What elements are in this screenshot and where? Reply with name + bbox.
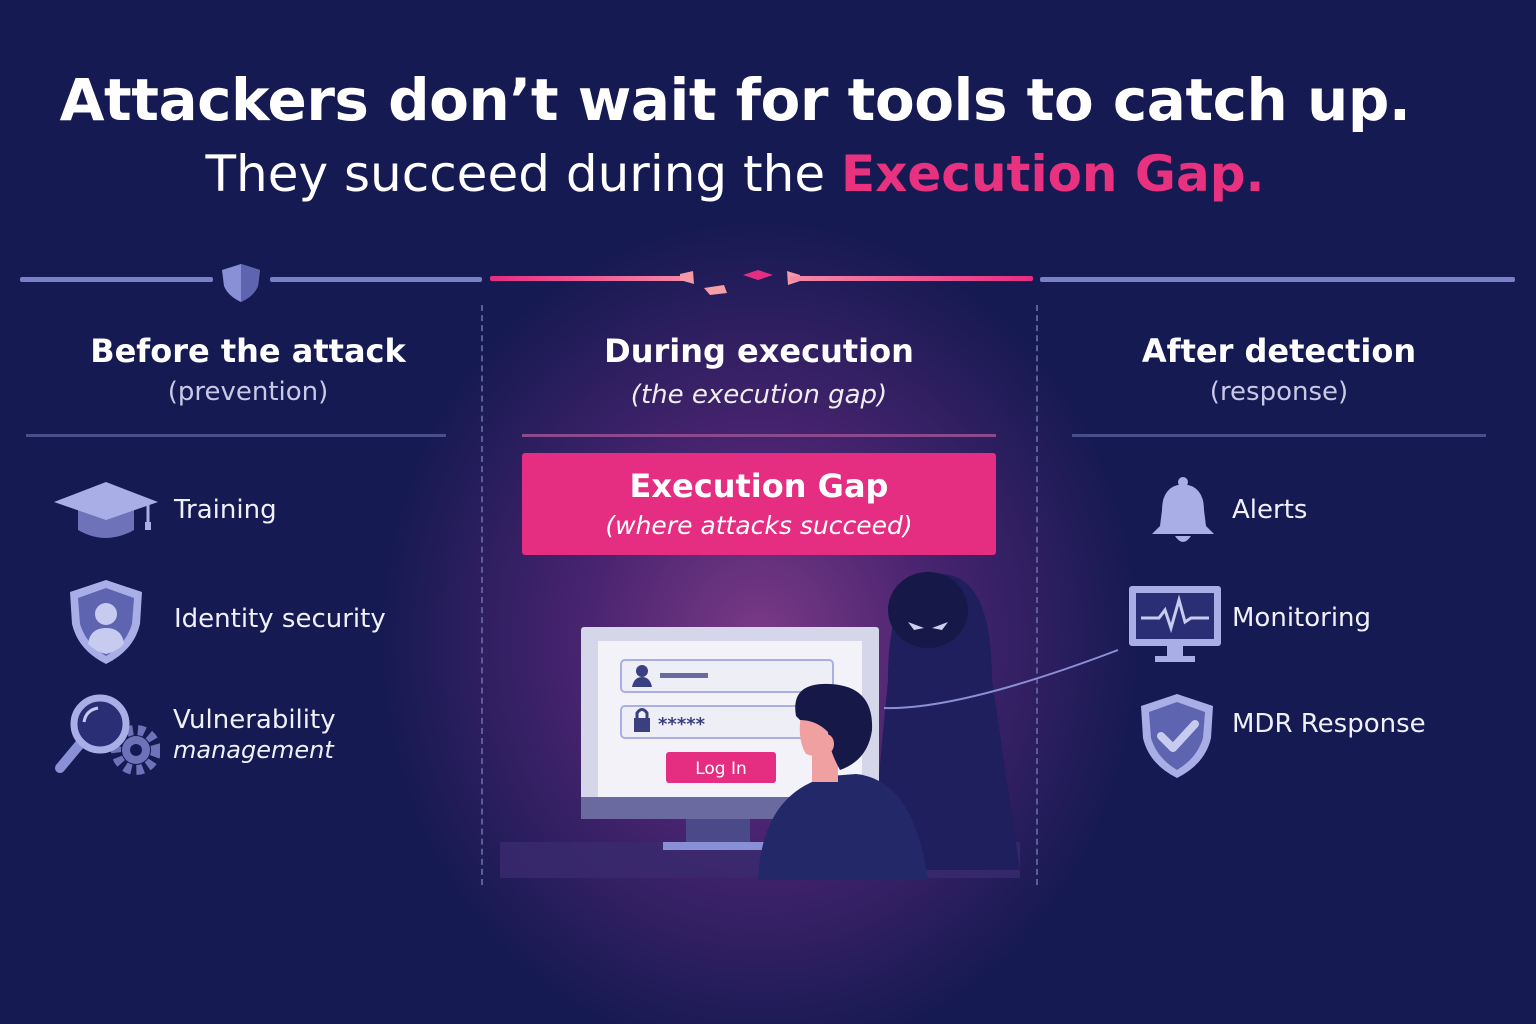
timeline-during-right	[790, 276, 1033, 281]
broken-timeline-shards	[680, 270, 800, 295]
column-subtitle-after: (response)	[1209, 377, 1349, 407]
gap-title: Execution Gap	[629, 467, 889, 505]
column-subtitle-before: (prevention)	[167, 377, 329, 407]
shield-user-icon	[70, 580, 142, 664]
shield-check-icon	[1141, 694, 1213, 778]
password-mask: *****	[658, 714, 706, 735]
divider	[26, 434, 446, 437]
item-alerts: Alerts	[1232, 495, 1308, 525]
timeline-during-left	[490, 276, 690, 281]
phishing-illustration: ***** Log In	[500, 572, 1119, 880]
headline-highlight: Execution Gap.	[840, 145, 1265, 203]
item-label-2: management	[173, 736, 334, 764]
item-monitoring: Monitoring	[1232, 603, 1372, 633]
column-title-after: After detection	[1141, 332, 1417, 370]
column-subtitle-during: (the execution gap)	[630, 380, 888, 410]
item-identity-security: Identity security	[174, 604, 386, 634]
headline-line1: Attackers don’t wait for tools to catch …	[59, 66, 1411, 134]
divider	[522, 434, 996, 437]
monitor-pulse-icon	[1129, 586, 1221, 662]
headline-line2: They succeed during the Execution Gap.	[0, 145, 1470, 203]
headline-prefix: They succeed during the	[205, 145, 841, 203]
column-title-during: During execution	[604, 332, 914, 370]
timeline-before	[20, 277, 213, 282]
execution-gap-box: Execution Gap (where attacks succeed)	[522, 453, 996, 555]
column-title-before: Before the attack	[90, 332, 406, 370]
gap-subtitle: (where attacks succeed)	[605, 511, 913, 540]
bell-icon	[1152, 477, 1214, 542]
shield-icon	[222, 264, 260, 302]
graduation-cap-icon	[54, 482, 158, 538]
divider	[1072, 434, 1486, 437]
timeline-after	[1040, 277, 1515, 282]
column-separator	[481, 305, 483, 885]
column-separator	[1036, 305, 1038, 885]
item-vulnerability-management: Vulnerability management	[173, 705, 336, 765]
login-button: Log In	[695, 759, 747, 779]
item-training: Training	[174, 495, 277, 525]
item-mdr-response: MDR Response	[1232, 709, 1426, 739]
magnifier-gear-icon	[55, 694, 160, 775]
item-label: Vulnerability	[173, 705, 336, 735]
timeline-before-2	[270, 277, 482, 282]
